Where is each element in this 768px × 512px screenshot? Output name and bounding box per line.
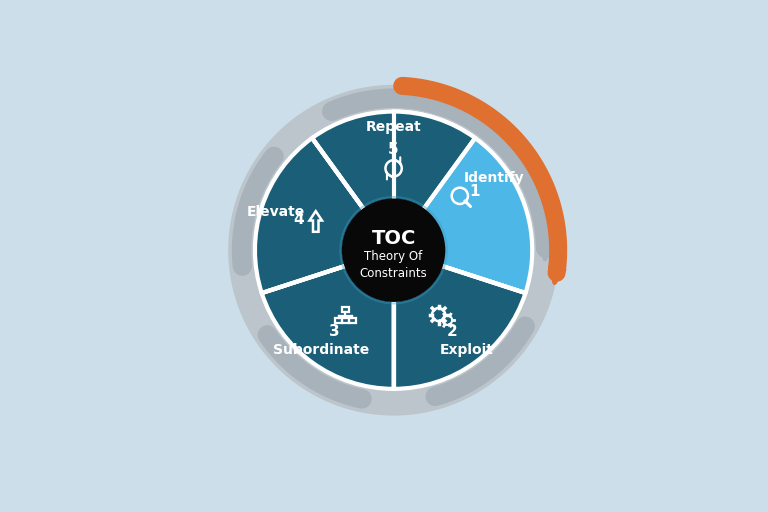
Text: 3: 3 xyxy=(329,324,340,339)
Bar xyxy=(349,318,356,323)
Circle shape xyxy=(342,199,445,302)
Wedge shape xyxy=(393,265,525,389)
Wedge shape xyxy=(393,112,532,293)
Text: Identify: Identify xyxy=(463,170,524,184)
Text: 2: 2 xyxy=(447,324,458,339)
Text: 5: 5 xyxy=(389,142,399,158)
Wedge shape xyxy=(262,265,393,389)
Wedge shape xyxy=(255,138,365,293)
Bar xyxy=(342,318,349,323)
Wedge shape xyxy=(312,112,475,210)
Text: TOC: TOC xyxy=(372,229,415,248)
Wedge shape xyxy=(228,85,559,416)
Text: Repeat: Repeat xyxy=(366,120,422,134)
Text: Theory Of: Theory Of xyxy=(365,250,422,263)
Text: Subordinate: Subordinate xyxy=(273,343,369,357)
Bar xyxy=(335,318,342,323)
Text: Constraints: Constraints xyxy=(359,267,428,280)
Bar xyxy=(342,307,349,312)
Text: Exploit: Exploit xyxy=(439,343,493,357)
Text: 4: 4 xyxy=(293,212,303,227)
Text: Elevate: Elevate xyxy=(247,205,305,219)
Text: 1: 1 xyxy=(469,184,480,199)
